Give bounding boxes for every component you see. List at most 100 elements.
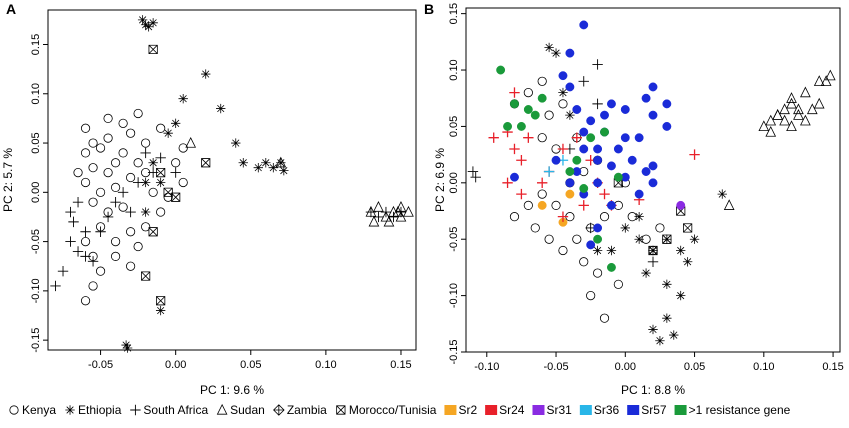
point-kenya (118, 148, 128, 158)
point-sudan (820, 75, 832, 86)
point-kenya (88, 163, 98, 173)
x-tick-label: -0.10 (474, 361, 499, 373)
point-1-resistance-gene (503, 121, 513, 131)
panel-b: B -0.10 -0.05 0.00 0.05 0.10 0.15 -0.15-0.10-… (424, 1, 844, 397)
point-south-africa (470, 171, 481, 183)
point-south-africa (65, 236, 76, 247)
point-kenya (613, 279, 623, 289)
point-sr2 (537, 200, 547, 210)
point-kenya (110, 158, 121, 168)
point-ethiopia (216, 103, 226, 114)
legend-label: Sr36 (594, 403, 620, 417)
point-south-africa (102, 211, 114, 223)
point-ethiopia (682, 257, 693, 267)
point-south-africa (647, 256, 659, 267)
point-morocco-tunisia (201, 158, 211, 168)
point-morocco-tunisia (683, 223, 693, 233)
legend-label: Sr24 (499, 403, 525, 417)
point-kenya (110, 236, 121, 247)
point-south-africa (592, 98, 603, 110)
point-ethiopia (606, 245, 617, 256)
point-kenya (171, 158, 181, 168)
point-ethiopia (620, 223, 630, 233)
y-tick-label: 0.00 (448, 172, 460, 193)
legend-marker (216, 403, 228, 415)
legend-item-sr24: Sr24 (485, 403, 525, 417)
x-tick-label: 0.15 (822, 361, 843, 373)
point-sr57 (606, 99, 616, 109)
x-tick-label: 0.00 (165, 359, 186, 371)
point-kenya (80, 296, 91, 306)
point-sr57 (586, 116, 596, 126)
point-kenya (599, 212, 610, 222)
point-sr57 (606, 200, 616, 210)
point-sr24 (599, 188, 610, 200)
point-sr24 (571, 132, 583, 143)
point-sr24 (509, 87, 520, 98)
legend-item-sr36: Sr36 (579, 403, 620, 417)
point-sr57 (551, 155, 561, 165)
legend-item-sr31: Sr31 (532, 403, 572, 417)
point-ethiopia (148, 18, 158, 28)
point-sr57 (620, 105, 630, 114)
point-sr57 (593, 144, 603, 154)
point-sr57 (565, 48, 575, 58)
point-kenya (586, 291, 596, 301)
point-ethiopia (137, 15, 148, 25)
point-sudan (786, 120, 797, 132)
point-kenya (95, 187, 106, 197)
point-morocco-tunisia (148, 227, 158, 237)
point-1-resistance-gene (572, 155, 582, 165)
point-sr57 (579, 20, 589, 30)
point-south-africa (170, 167, 181, 178)
point-sudan (779, 114, 790, 126)
x-tick-label: 0.00 (615, 361, 636, 373)
point-sudan (373, 201, 384, 212)
legend-item-sr57: Sr57 (627, 403, 667, 417)
panel-b-frame (465, 7, 841, 353)
point-morocco-tunisia (648, 245, 658, 256)
point-sudan (765, 125, 777, 137)
point-sr57 (579, 144, 589, 154)
point-ethiopia (140, 20, 151, 30)
point-south-africa (117, 187, 129, 198)
point-ethiopia (662, 279, 672, 290)
point-sr57 (627, 155, 637, 165)
point-kenya (599, 313, 610, 323)
point-ethiopia (689, 234, 700, 244)
point-sr57 (641, 93, 651, 103)
point-ethiopia (634, 234, 644, 244)
point-kenya (523, 200, 533, 210)
point-ethiopia (558, 87, 568, 98)
legend-label: Sudan (230, 403, 265, 417)
legend-marker (674, 405, 687, 415)
x-tick-label: -0.05 (543, 361, 568, 373)
point-1-resistance-gene (600, 127, 609, 137)
point-ethiopia (551, 48, 561, 58)
point-ethiopia (231, 138, 241, 148)
panel-a-x-label: PC 1: 9.6 % (200, 383, 264, 397)
point-ethiopia (641, 268, 651, 278)
point-kenya (80, 236, 91, 247)
point-kenya (126, 261, 136, 271)
point-sr57 (510, 172, 519, 182)
point-south-africa (80, 251, 91, 262)
point-morocco-tunisia (141, 271, 151, 281)
x-tick-label: 0.10 (315, 359, 336, 371)
legend-label: Sr31 (546, 403, 572, 417)
point-kenya (572, 234, 582, 244)
point-sr36 (543, 166, 555, 177)
point-kenya (156, 123, 166, 133)
point-ethiopia (648, 324, 658, 335)
point-kenya (141, 222, 151, 232)
point-kenya (163, 192, 173, 202)
point-kenya (178, 143, 188, 153)
point-morocco-tunisia (171, 192, 181, 202)
point-sr57 (662, 121, 672, 131)
point-sudan (824, 69, 836, 81)
point-sr31 (676, 200, 686, 210)
point-south-africa (388, 211, 399, 223)
point-ethiopia (253, 162, 263, 173)
point-sr24 (578, 200, 589, 211)
